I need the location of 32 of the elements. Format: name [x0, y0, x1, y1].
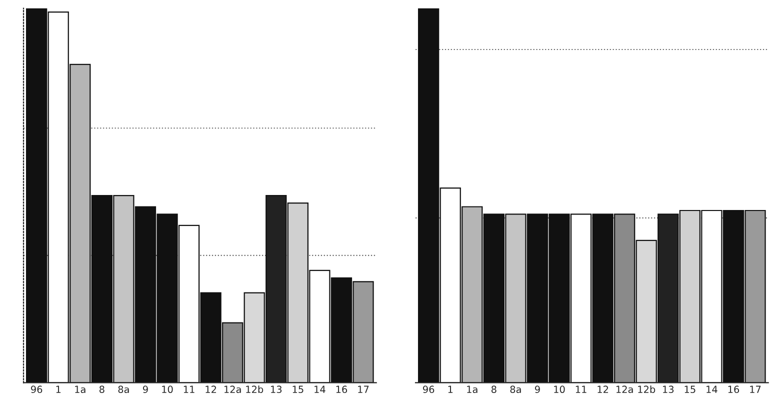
x-tick-label: 14 — [314, 386, 326, 393]
x-tick-label: 10 — [162, 386, 173, 394]
x-tick-label: 16 — [336, 386, 348, 394]
x-tick-label: 12b — [638, 386, 656, 394]
x-tick-label: 12a — [224, 386, 241, 394]
x-tick-label: 15 — [292, 386, 304, 394]
x-tick-label: 17 — [750, 386, 761, 393]
x-tick-label: 8 — [99, 386, 104, 394]
x-tick-label: 8 — [491, 386, 496, 394]
x-tick-label: 8a — [118, 386, 129, 394]
x-tick-label: 10 — [554, 386, 565, 394]
x-tick-label: 1a — [467, 386, 478, 394]
x-tick-label: 11 — [184, 386, 194, 393]
x-tick-label: 15 — [684, 386, 696, 394]
x-tick-label: 96 — [31, 386, 42, 394]
x-tick-label: 12b — [246, 386, 264, 394]
x-tick-label: 12a — [616, 386, 633, 394]
x-tick-label: 11 — [576, 386, 586, 393]
x-tick-label: 9 — [534, 386, 540, 394]
x-tick-label: 1a — [75, 386, 86, 394]
x-tick-label: 13 — [663, 386, 674, 394]
x-tick-label: 96 — [423, 386, 434, 394]
x-tick-label: 12 — [206, 386, 216, 393]
x-tick-label: 1 — [448, 386, 453, 393]
x-tick-label: 12 — [598, 386, 608, 393]
x-tick-label: 8a — [510, 386, 521, 394]
x-tick-label: 13 — [271, 386, 282, 394]
x-tick-label: 14 — [706, 386, 718, 393]
x-tick-label: 1 — [56, 386, 61, 393]
x-tick-label: 17 — [358, 386, 369, 393]
x-tick-label: 9 — [142, 386, 148, 394]
x-tick-label: 16 — [728, 386, 740, 394]
